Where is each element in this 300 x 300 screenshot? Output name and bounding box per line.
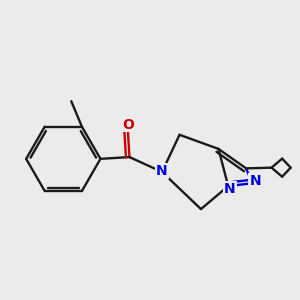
Text: N: N [156,164,168,178]
Text: O: O [122,118,134,131]
Text: N: N [250,175,261,188]
Text: N: N [224,182,236,196]
